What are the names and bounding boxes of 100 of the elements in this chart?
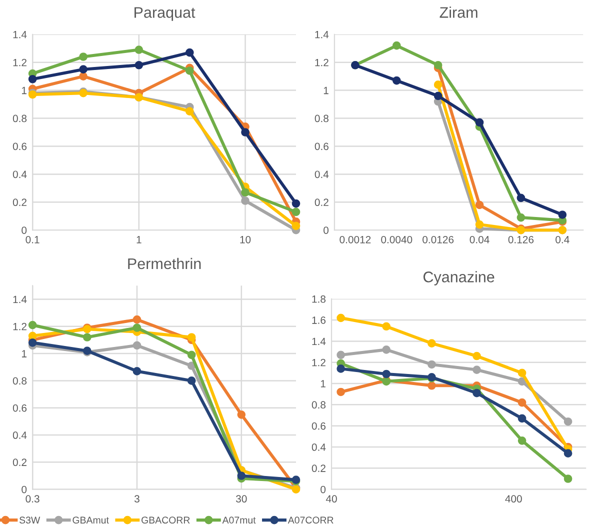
point bbox=[428, 360, 436, 369]
y-tick-label: 0 bbox=[22, 486, 27, 494]
point bbox=[28, 74, 37, 84]
chart-title: Permethrin bbox=[128, 258, 201, 270]
y-tick-label: 1.4 bbox=[13, 30, 27, 38]
x-tick-label: 0.0126 bbox=[422, 236, 454, 244]
point bbox=[382, 322, 391, 331]
y-tick-label: 1.4 bbox=[315, 30, 329, 38]
point bbox=[428, 339, 436, 348]
chart-title: Cyanazine bbox=[423, 271, 494, 286]
point bbox=[185, 107, 194, 116]
y-tick-label: 0 bbox=[22, 226, 27, 234]
point bbox=[518, 398, 526, 407]
point bbox=[187, 350, 196, 360]
y-tick-label: 0.2 bbox=[12, 198, 26, 206]
point bbox=[187, 333, 196, 342]
point bbox=[336, 388, 345, 396]
point bbox=[132, 315, 142, 324]
point bbox=[472, 388, 481, 398]
point bbox=[132, 324, 142, 332]
point bbox=[132, 341, 142, 350]
y-tick-label: 0 bbox=[320, 486, 326, 494]
point bbox=[475, 118, 484, 127]
y-tick-label: 1 bbox=[22, 350, 26, 358]
x-tick-label: 0.1 bbox=[26, 236, 40, 244]
point bbox=[475, 200, 484, 210]
x-tick-label: 0.0040 bbox=[381, 236, 412, 244]
point bbox=[292, 208, 300, 216]
point bbox=[292, 199, 300, 208]
x-tick-label: 10 bbox=[240, 236, 251, 244]
y-tick-label: 0 bbox=[324, 226, 329, 234]
y-tick-label: 0.8 bbox=[314, 114, 328, 122]
point bbox=[392, 76, 401, 85]
point bbox=[187, 376, 196, 385]
point bbox=[185, 66, 194, 75]
x-tick-label: 0.3 bbox=[26, 495, 40, 503]
y-tick-label: 0.2 bbox=[312, 464, 326, 472]
point bbox=[564, 417, 572, 426]
y-tick-label: 0.8 bbox=[312, 401, 326, 409]
point bbox=[134, 46, 144, 54]
x-tick-label: 40 bbox=[326, 495, 337, 503]
y-tick-label: 1.2 bbox=[13, 58, 26, 66]
y-tick-label: 1 bbox=[22, 86, 26, 94]
y-tick-label: 1 bbox=[324, 86, 328, 94]
point bbox=[518, 414, 526, 423]
point bbox=[472, 352, 481, 360]
legend-label: GBACORR bbox=[142, 516, 190, 524]
y-tick-label: 1.2 bbox=[312, 358, 326, 366]
y-tick-label: 0.8 bbox=[12, 377, 27, 385]
point bbox=[336, 314, 345, 322]
point bbox=[28, 320, 37, 330]
point bbox=[434, 80, 442, 89]
x-tick-label: 0.0012 bbox=[340, 236, 371, 244]
point bbox=[564, 474, 572, 483]
y-tick-label: 1 bbox=[320, 380, 326, 388]
point bbox=[382, 370, 391, 378]
point bbox=[292, 222, 300, 230]
y-tick-label: 1.8 bbox=[312, 295, 326, 303]
x-tick-label: 1 bbox=[136, 236, 142, 244]
y-tick-label: 0.8 bbox=[12, 114, 27, 122]
point bbox=[336, 364, 345, 373]
y-tick-label: 0.2 bbox=[12, 458, 26, 466]
point bbox=[336, 350, 345, 360]
y-tick-label: 0.4 bbox=[12, 432, 27, 439]
chart-title: Ziram bbox=[440, 6, 478, 18]
x-tick-label: 3 bbox=[134, 495, 140, 503]
point bbox=[28, 332, 37, 340]
x-tick-label: 400 bbox=[505, 495, 522, 503]
point bbox=[134, 60, 144, 70]
legend-label: A07mut bbox=[222, 516, 256, 524]
point bbox=[472, 366, 481, 374]
point bbox=[558, 210, 567, 219]
y-tick-label: 0.6 bbox=[312, 422, 326, 430]
point bbox=[564, 449, 572, 458]
y-tick-label: 1.6 bbox=[312, 316, 326, 324]
legend-label: S3W bbox=[20, 516, 40, 524]
point bbox=[434, 92, 442, 100]
chart-title: Paraquat bbox=[134, 7, 196, 21]
point bbox=[132, 367, 142, 376]
x-tick-label: 0.04 bbox=[470, 236, 490, 244]
point bbox=[428, 381, 436, 390]
y-tick-label: 1.4 bbox=[13, 296, 27, 304]
y-tick-label: 0.4 bbox=[312, 444, 326, 451]
y-tick-label: 1.2 bbox=[13, 322, 26, 330]
legend-label: A07CORR bbox=[288, 516, 334, 524]
point bbox=[382, 346, 391, 354]
y-tick-label: 1.2 bbox=[315, 58, 328, 66]
point bbox=[516, 194, 526, 202]
point bbox=[475, 220, 484, 229]
point bbox=[392, 41, 401, 50]
x-tick-label: 30 bbox=[236, 495, 247, 503]
y-tick-label: 1.4 bbox=[312, 338, 326, 345]
y-tick-label: 0.6 bbox=[314, 142, 328, 150]
y-tick-label: 0.2 bbox=[314, 198, 328, 206]
legend-label: GBAmut bbox=[72, 516, 109, 524]
y-tick-label: 0.6 bbox=[12, 142, 27, 150]
point bbox=[28, 338, 37, 347]
point bbox=[516, 213, 526, 222]
y-tick-label: 0.6 bbox=[12, 404, 27, 412]
point bbox=[518, 368, 526, 378]
